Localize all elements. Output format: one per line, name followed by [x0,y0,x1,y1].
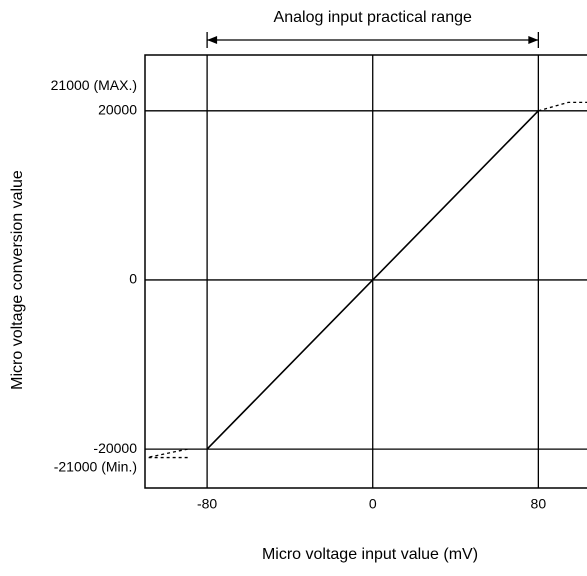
y-tick-label: 20000 [98,102,137,118]
x-axis-label: Micro voltage input value (mV) [262,546,478,563]
x-tick-label: -80 [197,496,217,512]
x-tick-label: 0 [369,496,377,512]
x-tick-label: 80 [531,496,547,512]
y-tick-label: -21000 (Min.) [54,458,137,474]
annotation-text: Analog input practical range [274,9,472,26]
y-axis-label: Micro voltage conversion value [9,170,26,390]
y-tick-label: 0 [129,271,137,287]
plot-frame [144,54,587,489]
y-tick-label: 21000 (MAX.) [51,77,137,93]
line-series [538,101,587,112]
y-tick-label: -20000 [93,440,137,456]
arrow-head [207,36,218,44]
line-series [146,448,188,459]
arrow-head [528,36,539,44]
line-series [206,110,539,450]
